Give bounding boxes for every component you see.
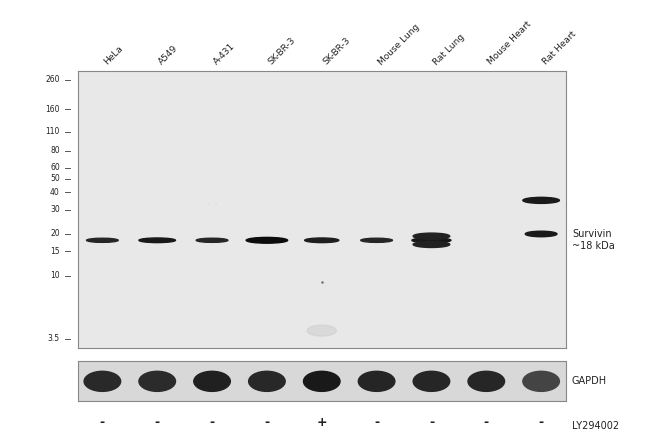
Text: 50: 50	[50, 174, 60, 183]
Ellipse shape	[361, 238, 393, 242]
Text: ·  ·: · ·	[207, 201, 217, 210]
Ellipse shape	[139, 238, 176, 243]
Text: -: -	[429, 416, 434, 429]
Ellipse shape	[305, 238, 339, 243]
Text: Survivin
~18 kDa: Survivin ~18 kDa	[572, 230, 615, 251]
Text: -: -	[374, 416, 379, 429]
Ellipse shape	[525, 231, 557, 237]
Text: Mouse Heart: Mouse Heart	[486, 20, 533, 67]
Ellipse shape	[468, 371, 504, 392]
Text: 60: 60	[50, 164, 60, 173]
Text: HeLa: HeLa	[103, 44, 125, 67]
Text: 40: 40	[50, 188, 60, 197]
Ellipse shape	[246, 237, 287, 243]
Text: SK-BR-3: SK-BR-3	[267, 36, 298, 67]
Text: 260: 260	[46, 75, 60, 84]
Ellipse shape	[84, 371, 121, 392]
Ellipse shape	[86, 238, 118, 242]
Text: Rat Heart: Rat Heart	[541, 30, 578, 67]
Text: GAPDH: GAPDH	[572, 376, 607, 386]
Ellipse shape	[413, 241, 450, 248]
Text: 80: 80	[50, 146, 60, 155]
Text: +: +	[317, 416, 327, 429]
Text: 20: 20	[50, 229, 60, 239]
Text: SK-BR-3: SK-BR-3	[322, 36, 352, 67]
Text: A-431: A-431	[212, 42, 237, 67]
Ellipse shape	[139, 371, 176, 392]
Text: 10: 10	[50, 271, 60, 280]
Text: -: -	[484, 416, 489, 429]
Text: LY294002: LY294002	[572, 421, 619, 431]
Text: 110: 110	[46, 127, 60, 136]
Ellipse shape	[304, 371, 340, 392]
Ellipse shape	[523, 197, 560, 203]
Text: Rat Lung: Rat Lung	[432, 32, 466, 67]
Text: 15: 15	[50, 247, 60, 256]
Text: 3.5: 3.5	[47, 334, 60, 343]
Ellipse shape	[194, 371, 230, 392]
Ellipse shape	[413, 371, 450, 392]
Text: A549: A549	[157, 44, 180, 67]
Ellipse shape	[248, 371, 285, 392]
Text: -: -	[265, 416, 270, 429]
Ellipse shape	[412, 238, 451, 243]
Text: 30: 30	[50, 205, 60, 214]
Text: 160: 160	[46, 105, 60, 114]
Ellipse shape	[523, 371, 560, 392]
Text: -: -	[209, 416, 215, 429]
Ellipse shape	[196, 238, 228, 242]
Ellipse shape	[413, 233, 450, 239]
Ellipse shape	[307, 325, 337, 336]
Text: -: -	[155, 416, 160, 429]
Text: -: -	[100, 416, 105, 429]
Ellipse shape	[358, 371, 395, 392]
Text: -: -	[539, 416, 543, 429]
Text: Mouse Lung: Mouse Lung	[376, 22, 421, 67]
